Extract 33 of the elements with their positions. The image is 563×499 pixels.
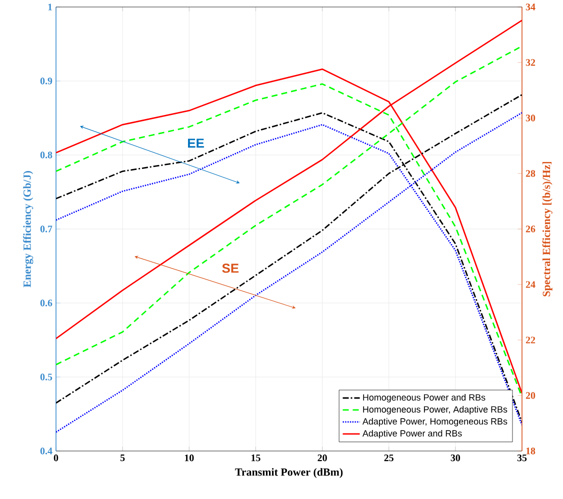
legend-label: Adaptive Power and RBs	[362, 430, 462, 438]
annotation: SE	[222, 264, 239, 273]
y-tick-label: 1	[48, 4, 52, 10]
y-tick-label: 0.8	[40, 152, 52, 158]
annotation: EE	[188, 138, 204, 148]
y-tick-label: 0.6	[40, 300, 52, 306]
y2-tick-label: 32	[526, 59, 536, 66]
y2-axis-title: Spectral Efficiency [(b/s)/Hz]	[542, 162, 552, 296]
x-tick-label: 25	[384, 454, 394, 462]
x-tick-label: 5	[120, 454, 125, 462]
y-tick-label: 0.7	[40, 226, 52, 232]
x-tick-label: 20	[318, 454, 327, 462]
legend-label: Homogeneous Power and RBs	[363, 394, 486, 402]
y2-tick-label: 34	[526, 4, 536, 10]
y2-tick-label: 26	[526, 226, 536, 232]
x-tick-label: 35	[517, 454, 527, 462]
legend-label: Homogeneous Power, Adaptive RBs	[363, 406, 508, 414]
x-axis-title: Transmit Power (dBm)	[235, 468, 343, 478]
x-tick-label: 0	[54, 454, 58, 462]
x-tick-label: 10	[184, 454, 194, 462]
legend-label: Adaptive Power, Homogeneous RBs	[362, 418, 508, 426]
y2-tick-label: 28	[526, 170, 536, 177]
y2-tick-label: 20	[526, 392, 536, 399]
y-tick-label: 0.4	[40, 448, 52, 454]
y-tick-label: 0.5	[40, 374, 52, 380]
y2-tick-label: 22	[526, 336, 536, 344]
y-axis-title: Energy Efficiency (Gb/J)	[23, 171, 34, 288]
x-tick-label: 15	[252, 454, 260, 462]
y2-tick-label: 18	[526, 448, 536, 454]
x-tick-label: 30	[450, 454, 460, 462]
y2-tick-label: 30	[526, 114, 536, 122]
y-tick-label: 0.9	[40, 78, 52, 84]
y2-tick-label: 24	[526, 281, 536, 288]
